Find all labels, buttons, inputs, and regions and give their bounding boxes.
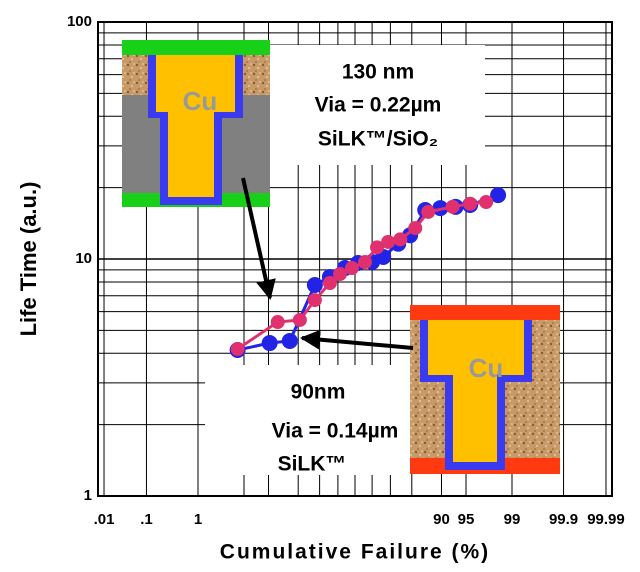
- x-tick-label: 1: [194, 511, 202, 528]
- annotation: Via = 0.22µm: [315, 94, 442, 117]
- y-tick-label: 100: [67, 13, 92, 30]
- annotation: 90nm: [291, 381, 346, 404]
- x-tick-label: 95: [458, 511, 475, 528]
- data-point: [446, 200, 460, 214]
- image-label: Cu: [183, 86, 218, 116]
- data-point: [463, 197, 477, 211]
- annotation: Via = 0.14µm: [272, 420, 399, 443]
- x-tick-label: .1: [140, 511, 153, 528]
- x-axis-label: Cumulative Failure (%): [220, 541, 490, 564]
- data-point: [381, 235, 395, 249]
- data-point: [293, 313, 307, 327]
- annotation: SiLK™: [278, 453, 347, 476]
- x-tick-label: 99: [504, 511, 521, 528]
- data-point: [408, 221, 422, 235]
- x-tick-label: 90: [433, 511, 450, 528]
- data-point: [308, 293, 322, 307]
- y-axis-label: Life Time (a.u.): [16, 182, 41, 337]
- data-point: [421, 205, 435, 219]
- data-point: [393, 232, 407, 246]
- y-tick-label: 1: [84, 487, 92, 504]
- y-tick-label: 10: [75, 250, 92, 267]
- data-point: [262, 335, 278, 351]
- annotation: 130 nm: [342, 61, 414, 84]
- data-point: [358, 255, 372, 269]
- data-point: [345, 261, 359, 275]
- image-label: Cu: [469, 353, 504, 383]
- x-tick-label: 99.99: [587, 511, 625, 528]
- data-point: [333, 267, 347, 281]
- data-point: [479, 195, 493, 209]
- data-point: [307, 277, 323, 293]
- data-point: [231, 342, 245, 356]
- chart: 1 10 100 .01 .1 1 90 95 99 99.9 99.99 Life Time (a…: [0, 0, 640, 572]
- x-tick-label: 99.9: [549, 511, 578, 528]
- data-point: [282, 333, 298, 349]
- data-point: [271, 315, 285, 329]
- annotation: SiLK™/SiO₂: [318, 128, 438, 151]
- x-tick-label: .01: [94, 511, 115, 528]
